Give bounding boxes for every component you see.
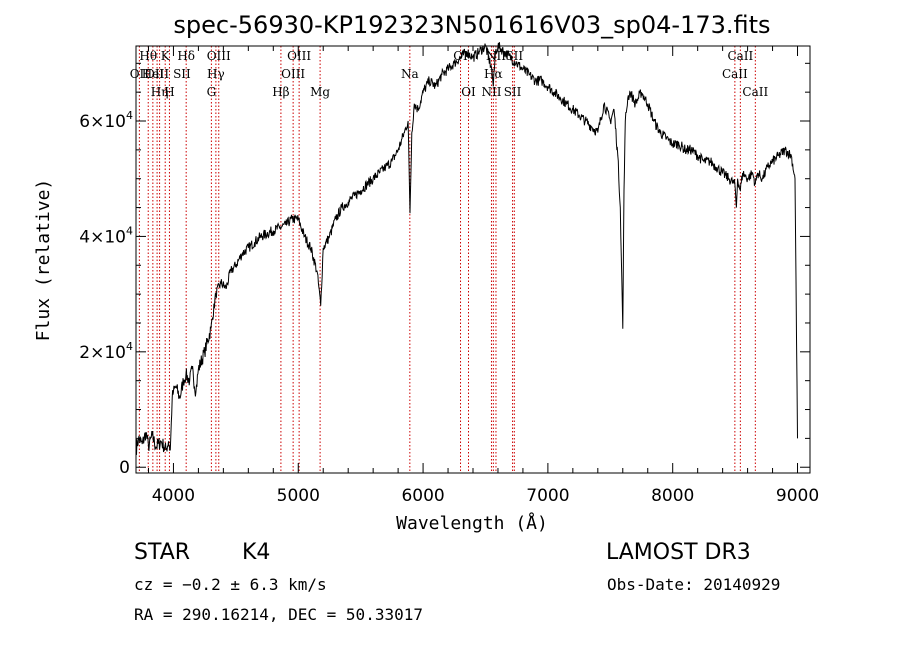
object-class: STAR [134,540,190,565]
y-tick-label: 4×104 [79,224,133,247]
emission-line-label: OIII [145,67,169,81]
coordinates-text: RA = 290.16214, DEC = 50.33017 [134,605,423,624]
x-tick-label: 8000 [651,486,694,506]
object-subclass: K4 [242,540,270,565]
emission-line-label: SII [505,49,523,63]
emission-line-label: CaII [722,67,748,81]
x-tick-label: 6000 [401,486,444,506]
emission-line-label: G [207,85,217,99]
velocity-text: cz = −0.2 ± 6.3 km/s [134,575,327,594]
emission-line-markers [138,46,756,473]
x-tick-label: 7000 [526,486,569,506]
spectrum-line [135,42,798,455]
emission-line-labels: OII Hθ OIII K Hδ G Hγ OIII Hβ OIII OIII Mg Na OI OI NII… [130,49,769,99]
emission-line-label: OII [130,67,150,81]
y-tick-label: 6×104 [79,109,133,132]
x-axis-label: Wavelength (Å) [396,512,548,534]
emission-line-label: Hη [151,85,169,99]
emission-line-label: OIII [287,49,311,63]
emission-line-label: CaII [727,49,753,63]
emission-line-label: SII [173,67,191,81]
emission-line-label: CaII [742,85,768,99]
emission-line-label: Na [401,67,419,81]
emission-line-label: Mg [310,85,330,99]
emission-line-label: NII [481,85,501,99]
emission-line-label: Hδ [177,49,195,63]
x-tick-label: 5000 [277,486,320,506]
emission-line-label: Hβ [272,85,289,99]
emission-line-label: HeI [142,67,165,81]
emission-line-label: SII [504,85,522,99]
y-axis-label: Flux (relative) [33,179,54,342]
y-axis: 0 2×104 4×104 6×104 [79,62,810,478]
emission-line-label: K [161,49,171,63]
emission-line-label: OI [453,49,468,63]
emission-line-label: OIII [281,67,305,81]
survey-name: LAMOST DR3 [606,540,751,565]
x-tick-label: 4000 [152,486,195,506]
x-axis: 4000 5000 6000 7000 8000 9000 [147,46,819,506]
y-tick-label: 0 [119,458,130,478]
x-tick-label: 9000 [776,486,819,506]
emission-line-label: OI [461,85,476,99]
obs-date: Obs-Date: 20140929 [607,575,780,594]
emission-line-label: Hθ [139,49,157,63]
emission-line-label: Hγ [207,67,225,81]
emission-line-label: OIII [207,49,231,63]
chart-title: spec-56930-KP192323N501616V03_sp04-173.f… [173,11,770,39]
emission-line-label: H [164,85,174,99]
plot-frame [135,45,811,474]
y-tick-label: 2×104 [79,340,133,363]
